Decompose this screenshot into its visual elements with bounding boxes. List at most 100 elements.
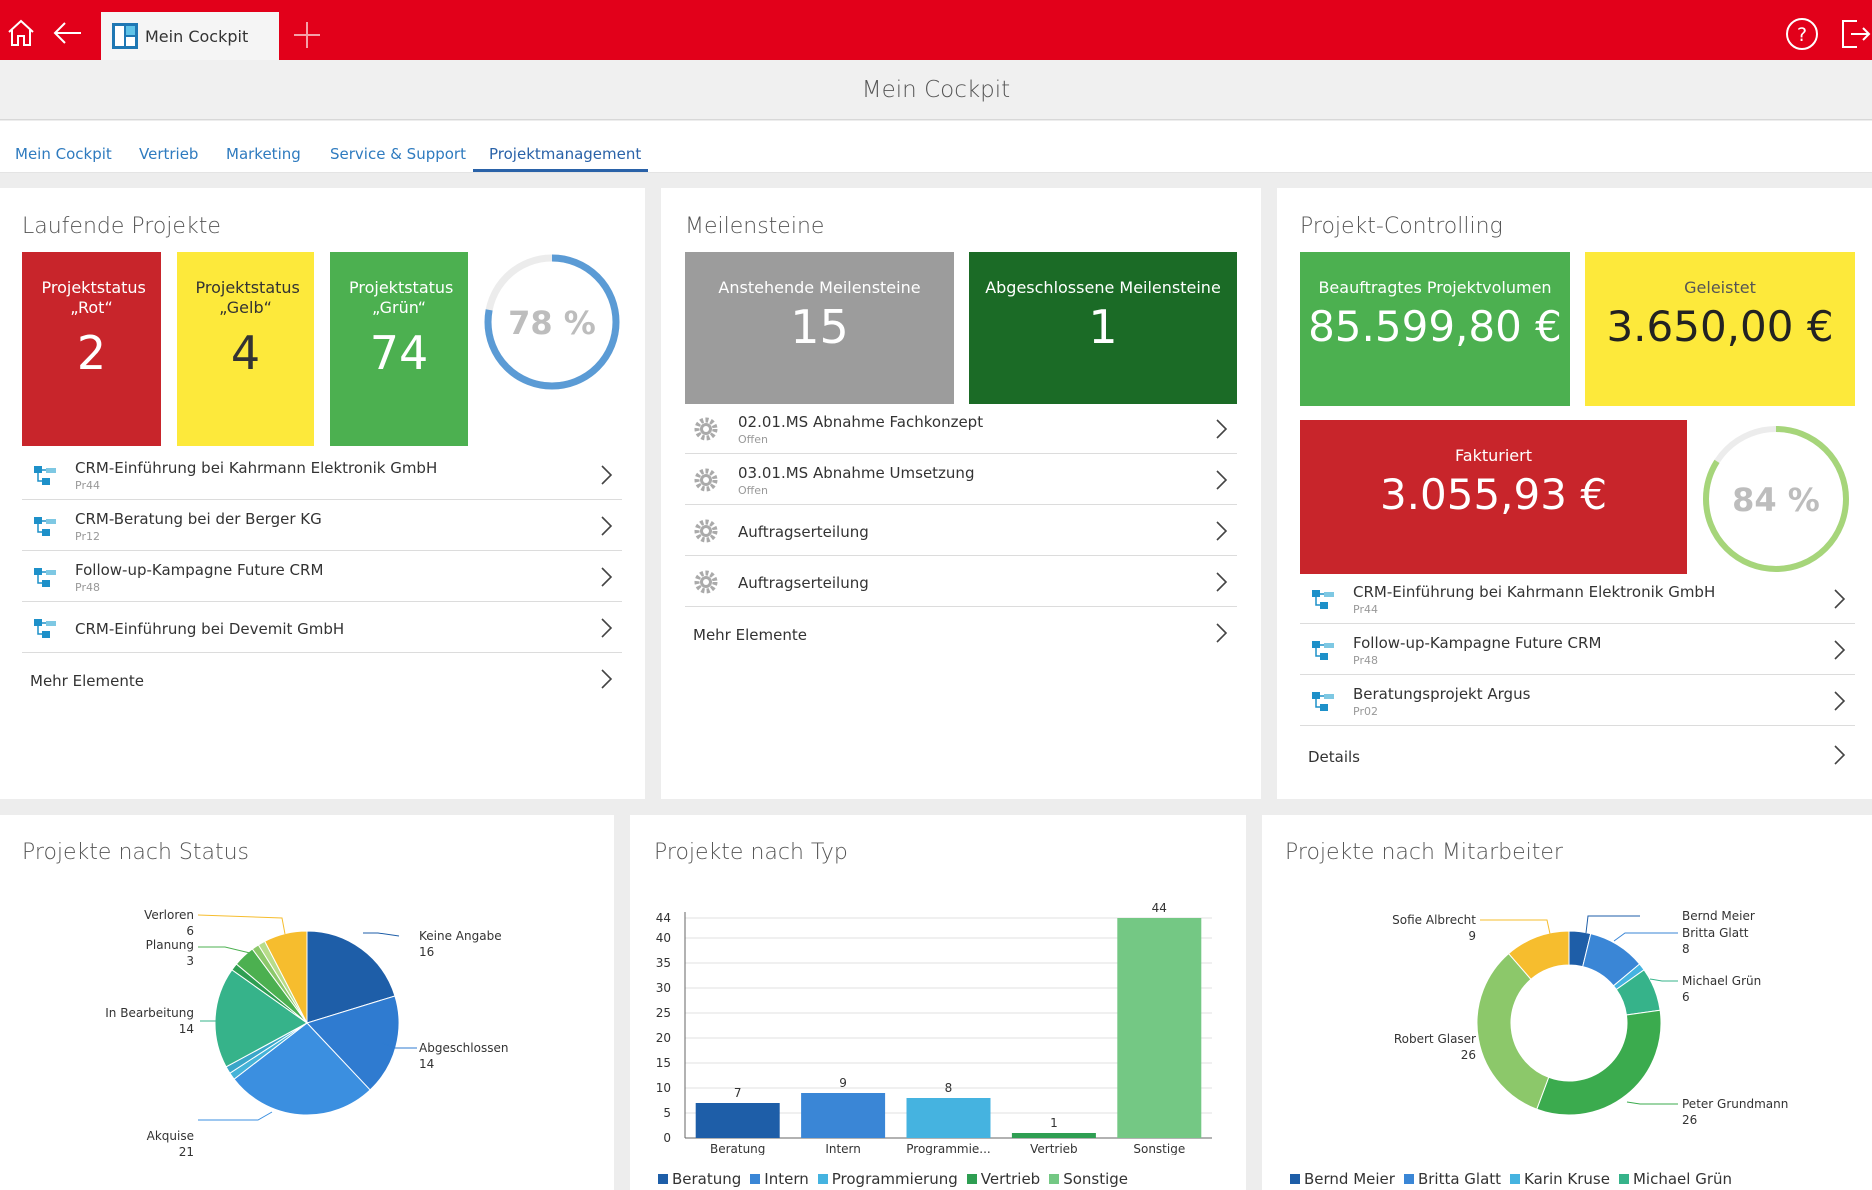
legend-item[interactable]: Michael Grün: [1618, 1170, 1733, 1188]
project-icon: [1312, 641, 1334, 660]
add-tab-icon[interactable]: [290, 18, 324, 52]
list-item[interactable]: Beratungsprojekt Argus Pr02: [1300, 676, 1855, 726]
slice-akquise[interactable]: [233, 1022, 371, 1116]
project-icon: [1312, 692, 1334, 711]
bar-sonstige[interactable]: [1117, 918, 1202, 1138]
list-item[interactable]: CRM-Einführung bei Devemit GmbH: [22, 603, 622, 653]
tab-marketing[interactable]: Marketing: [226, 145, 301, 163]
tile-anstehende-meilensteine[interactable]: Anstehende Meilensteine 15: [685, 252, 954, 404]
tile-projektvolumen[interactable]: Beauftragtes Projektvolumen 85.599,80 €: [1300, 252, 1570, 406]
list-item-sub: Pr44: [75, 479, 100, 492]
card-projekt-controlling: Projekt-Controlling Beauftragtes Projekt…: [1277, 188, 1872, 799]
progress-ring: 84 %: [1703, 426, 1849, 572]
pie-label-abgeschlossen: Abgeschlossen: [419, 1041, 508, 1055]
legend-label: Programmierung: [831, 1170, 958, 1188]
chevron-right-icon: [1216, 419, 1228, 439]
legend-swatch: [1403, 1174, 1414, 1184]
tile-geleistet[interactable]: Geleistet 3.650,00 €: [1585, 252, 1855, 406]
list-item[interactable]: 02.01.MS Abnahme Fachkonzept Offen: [685, 404, 1237, 454]
progress-ring: 78 %: [484, 254, 620, 390]
legend-item[interactable]: Vertrieb: [966, 1170, 1040, 1188]
list-item[interactable]: Follow-up-Kampagne Future CRM Pr48: [22, 552, 622, 602]
list-item[interactable]: Auftragserteilung: [685, 557, 1237, 607]
list-item-title: CRM-Beratung bei der Berger KG: [75, 510, 322, 528]
tile-status-gelb[interactable]: Projektstatus „Gelb“ 4: [177, 252, 314, 446]
type-chart-legend: Beratung Intern Programmierung Vertrieb …: [658, 1170, 1137, 1188]
details-link[interactable]: Details: [1300, 730, 1855, 780]
card-title: Laufende Projekte: [22, 214, 221, 239]
legend-label: Britta Glatt: [1417, 1170, 1502, 1188]
tab-vertrieb[interactable]: Vertrieb: [139, 145, 199, 163]
legend-label: Karin Kruse: [1524, 1170, 1610, 1188]
open-tab-mein-cockpit[interactable]: Mein Cockpit: [101, 12, 279, 60]
tile-value: 74: [369, 326, 429, 380]
home-icon[interactable]: [4, 16, 38, 50]
legend-item[interactable]: Sonstige: [1049, 1170, 1128, 1188]
tile-fakturiert[interactable]: Fakturiert 3.055,93 €: [1300, 420, 1687, 574]
list-item[interactable]: CRM-Einführung bei Kahrmann Elektronik G…: [1300, 574, 1855, 624]
mitarbeiter-donut-chart: Bernd Meier Britta Glatt 8 Michael Grün …: [1392, 909, 1788, 1127]
legend-item[interactable]: Beratung: [658, 1170, 741, 1188]
tile-label: Abgeschlossene Meilensteine: [985, 278, 1221, 297]
bar-beratung[interactable]: [695, 1103, 780, 1138]
list-item[interactable]: 03.01.MS Abnahme Umsetzung Offen: [685, 455, 1237, 505]
bar-value-label: 1: [1050, 1116, 1058, 1130]
milestone-gear-icon: [694, 519, 718, 543]
list-item-title: 02.01.MS Abnahme Fachkonzept: [738, 413, 984, 431]
tab-projektmanagement[interactable]: Projektmanagement: [489, 145, 642, 163]
legend-item[interactable]: Intern: [750, 1170, 809, 1188]
legend-swatch: [1049, 1174, 1060, 1184]
card-title: Projekte nach Status: [22, 840, 250, 865]
list-item-sub: Pr44: [1353, 603, 1378, 616]
tab-service-support[interactable]: Service & Support: [330, 145, 466, 163]
legend-item[interactable]: Programmierung: [817, 1170, 958, 1188]
pie-label-akquise-value: 21: [179, 1145, 194, 1159]
bar-vertrieb[interactable]: [1011, 1133, 1096, 1138]
tile-abgeschlossene-meilensteine[interactable]: Abgeschlossene Meilensteine 1: [969, 252, 1237, 404]
slice-abgeschlossen[interactable]: [306, 995, 400, 1091]
slice-sofie-albrecht[interactable]: [1507, 930, 1570, 980]
list-item-sub: Pr48: [1353, 654, 1378, 667]
pie-label-verloren: Verloren: [144, 908, 194, 922]
legend-item[interactable]: Britta Glatt: [1403, 1170, 1502, 1188]
legend-label: Michael Grün: [1632, 1170, 1733, 1188]
progress-ring-label: 78 %: [508, 304, 596, 342]
list-item[interactable]: CRM-Einführung bei Kahrmann Elektronik G…: [22, 450, 622, 500]
more-elements-link[interactable]: Mehr Elemente: [685, 608, 1237, 658]
tile-label: Projektstatus „Grün“: [349, 278, 454, 317]
pie-label-keine-angabe-value: 16: [419, 945, 434, 959]
tab-mein-cockpit[interactable]: Mein Cockpit: [15, 145, 112, 163]
donut-label-michael-gruen: Michael Grün: [1682, 974, 1761, 988]
card-projekte-nach-mitarbeiter: Projekte nach Mitarbeiter Bernd Meier Br…: [1262, 815, 1872, 1190]
more-elements-link[interactable]: Mehr Elemente: [22, 654, 622, 704]
list-item[interactable]: Auftragserteilung: [685, 506, 1237, 556]
back-arrow-icon[interactable]: [50, 16, 84, 50]
legend-item[interactable]: Karin Kruse: [1510, 1170, 1610, 1188]
y-tick-label: 0: [663, 1131, 671, 1145]
legend-item[interactable]: Bernd Meier: [1290, 1170, 1395, 1188]
donut-label-robert-glaser-value: 26: [1461, 1048, 1476, 1062]
legend-swatch: [1618, 1174, 1629, 1184]
list-item[interactable]: CRM-Beratung bei der Berger KG Pr12: [22, 501, 622, 551]
tile-value: 2: [76, 326, 107, 380]
slice-in-bearbeitung[interactable]: [214, 969, 308, 1068]
slice-robert-glaser[interactable]: [1476, 952, 1550, 1110]
tile-label: Projektstatus „Gelb“: [195, 278, 300, 317]
donut-labels: Bernd Meier Britta Glatt 8 Michael Grün …: [1392, 909, 1788, 1127]
chevron-right-icon: [601, 618, 613, 638]
legend-label: Intern: [764, 1170, 809, 1188]
mitarbeiter-chart-legend: Bernd Meier Britta Glatt Karin Kruse Mic…: [1290, 1170, 1741, 1188]
donut-label-bernd-meier: Bernd Meier: [1682, 909, 1755, 923]
slice-keine-angabe[interactable]: [306, 930, 396, 1024]
bar-intern[interactable]: [801, 1093, 886, 1138]
details-label: Details: [1308, 748, 1361, 766]
tile-status-gruen[interactable]: Projektstatus „Grün“ 74: [330, 252, 468, 446]
y-tick-label: 35: [656, 956, 671, 970]
tile-status-rot[interactable]: Projektstatus „Rot“ 2: [22, 252, 161, 446]
logout-icon[interactable]: [1836, 16, 1872, 52]
slice-peter-grundmann[interactable]: [1536, 1009, 1662, 1116]
list-item[interactable]: Follow-up-Kampagne Future CRM Pr48: [1300, 625, 1855, 675]
help-icon[interactable]: ?: [1784, 16, 1820, 52]
x-tick-label: Vertrieb: [1030, 1142, 1078, 1155]
bar-programmie[interactable]: [906, 1098, 991, 1138]
